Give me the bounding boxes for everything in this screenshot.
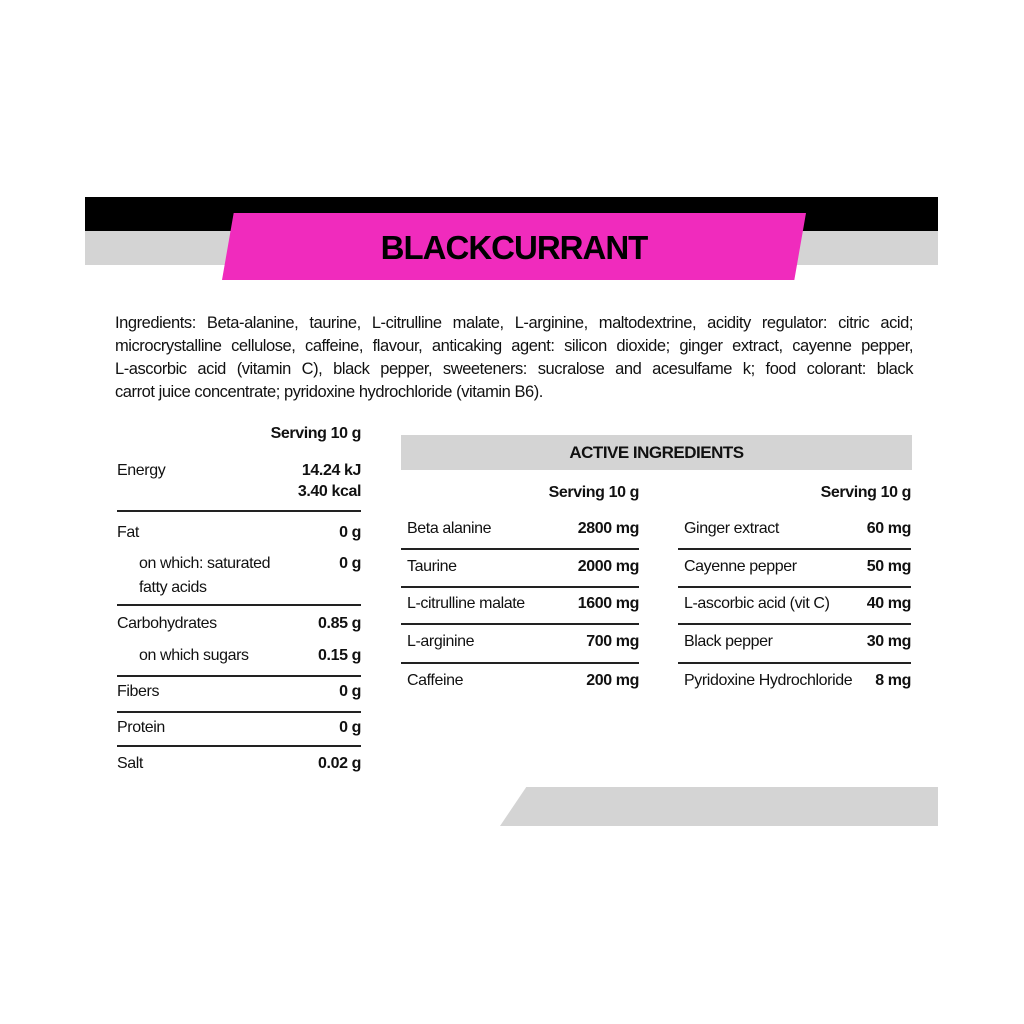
saturated-label-2: fatty acids xyxy=(139,579,207,596)
active-ingredient-name: Ginger extract xyxy=(684,520,779,537)
fat-label: Fat xyxy=(117,524,139,541)
active-ingredient-name: Pyridoxine Hydrochloride xyxy=(684,672,853,689)
active-ingredient-name: Beta alanine xyxy=(407,520,492,537)
active-ingredients-title: ACTIVE INGREDIENTS xyxy=(401,435,912,470)
energy-label: Energy xyxy=(117,462,166,479)
saturated-label: on which: saturated xyxy=(139,555,271,572)
carbs-label: Carbohydrates xyxy=(117,615,217,632)
salt-value: 0.02 g xyxy=(318,755,361,772)
divider xyxy=(678,623,911,625)
active-ingredient-name: Caffeine xyxy=(407,672,464,689)
fibers-value: 0 g xyxy=(339,683,361,700)
active-ingredient-name: Cayenne pepper xyxy=(684,558,797,575)
ingredients-line: Ingredients: Beta-alanine, taurine, L-ci… xyxy=(115,314,913,332)
ingredients-text: Ingredients: Beta-alanine, taurine, L-ci… xyxy=(115,312,913,404)
protein-value: 0 g xyxy=(339,719,361,736)
fibers-label: Fibers xyxy=(117,683,160,700)
ingredients-line: carrot juice concentrate; pyridoxine hyd… xyxy=(115,383,543,401)
active-ingredient-name: L-arginine xyxy=(407,633,475,650)
active-ingredient-value: 1600 mg xyxy=(577,595,640,612)
divider xyxy=(117,745,361,747)
active-right-serving-header: Serving 10 g xyxy=(820,484,912,501)
active-ingredient-value: 2000 mg xyxy=(577,558,640,575)
divider xyxy=(117,675,361,677)
active-ingredient-name: L-citrulline malate xyxy=(407,595,525,612)
energy-kcal: 3.40 kcal xyxy=(297,483,362,500)
divider xyxy=(678,662,911,664)
active-ingredient-value: 8 mg xyxy=(875,672,911,689)
footer-gray-band xyxy=(500,787,938,826)
ingredients-line: microcrystalline cellulose, caffeine, fl… xyxy=(115,337,913,355)
fat-value: 0 g xyxy=(339,524,361,541)
salt-label: Salt xyxy=(117,755,143,772)
divider xyxy=(678,548,911,550)
energy-kj: 14.24 kJ xyxy=(301,462,361,479)
protein-label: Protein xyxy=(117,719,165,736)
ingredients-line: L-ascorbic acid (vitamin C), black peppe… xyxy=(115,360,913,378)
flavor-title: BLACKCURRANT xyxy=(380,229,649,266)
divider xyxy=(401,662,639,664)
divider xyxy=(117,510,361,512)
active-ingredient-value: 50 mg xyxy=(866,558,912,575)
active-ingredient-name: Taurine xyxy=(407,558,457,575)
divider xyxy=(401,623,639,625)
nutrition-serving-header: Serving 10 g xyxy=(270,425,362,442)
active-ingredient-value: 60 mg xyxy=(866,520,912,537)
active-ingredient-value: 2800 mg xyxy=(577,520,640,537)
divider xyxy=(401,548,639,550)
sugars-value: 0.15 g xyxy=(318,647,361,664)
active-ingredient-name: L-ascorbic acid (vit C) xyxy=(684,595,830,612)
active-ingredient-value: 30 mg xyxy=(866,633,912,650)
active-left-serving-header: Serving 10 g xyxy=(548,484,640,501)
flavor-banner xyxy=(222,213,806,280)
active-ingredient-value: 200 mg xyxy=(586,672,639,689)
sugars-label: on which sugars xyxy=(139,647,249,664)
active-ingredient-value: 700 mg xyxy=(586,633,639,650)
carbs-value: 0.85 g xyxy=(318,615,361,632)
saturated-value: 0 g xyxy=(339,555,361,572)
active-ingredient-name: Black pepper xyxy=(684,633,773,650)
active-ingredient-value: 40 mg xyxy=(866,595,912,612)
divider xyxy=(678,586,911,588)
divider xyxy=(117,711,361,713)
divider xyxy=(117,604,361,606)
divider xyxy=(401,586,639,588)
